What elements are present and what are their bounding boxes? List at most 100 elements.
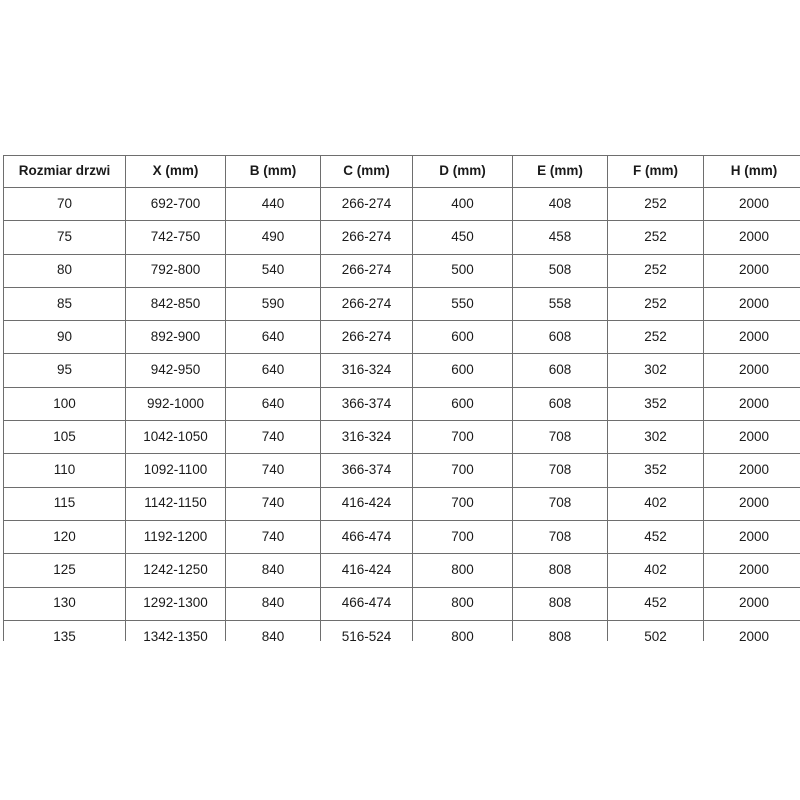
cell-x: 842-850: [125, 286, 226, 322]
cell-x: 1042-1050: [125, 420, 226, 455]
cell-c: 266-274: [320, 286, 413, 322]
table-row: 100 992-1000 640 366-374 600 608 352 200…: [3, 386, 800, 422]
cell-size: 110: [3, 453, 126, 488]
cell-size: 70: [3, 186, 126, 222]
cell-d: 600: [412, 353, 513, 388]
cell-f: 452: [607, 586, 704, 621]
cell-x: 1192-1200: [125, 519, 226, 555]
door-size-specification-table: Rozmiar drzwi X (mm) B (mm) C (mm) D (mm…: [3, 155, 800, 641]
column-header-rozmiar-drzwi: Rozmiar drzwi: [3, 155, 126, 188]
table-row: 115 1142-1150 740 416-424 700 708 402 20…: [3, 486, 800, 521]
cell-size: 135: [3, 619, 126, 641]
table-row: 120 1192-1200 740 466-474 700 708 452 20…: [3, 519, 800, 555]
table-row: 80 792-800 540 266-274 500 508 252 2000: [3, 253, 800, 288]
cell-b: 440: [225, 186, 321, 222]
cell-f: 252: [607, 320, 704, 355]
cell-b: 640: [225, 320, 321, 355]
table-row: 105 1042-1050 740 316-324 700 708 302 20…: [3, 420, 800, 455]
cell-x: 792-800: [125, 253, 226, 288]
cell-e: 608: [512, 386, 608, 422]
column-header-f: F (mm): [607, 155, 704, 188]
cell-h: 2000: [703, 519, 800, 555]
cell-c: 366-374: [320, 453, 413, 488]
table-body: 70 692-700 440 266-274 400 408 252 2000 …: [3, 186, 800, 641]
table-row: 110 1092-1100 740 366-374 700 708 352 20…: [3, 453, 800, 488]
column-header-h: H (mm): [703, 155, 800, 188]
cell-x: 692-700: [125, 186, 226, 222]
cell-size: 130: [3, 586, 126, 621]
cell-f: 402: [607, 486, 704, 521]
cell-h: 2000: [703, 253, 800, 288]
cell-d: 700: [412, 519, 513, 555]
cell-x: 892-900: [125, 320, 226, 355]
cell-c: 316-324: [320, 420, 413, 455]
cell-h: 2000: [703, 619, 800, 641]
specification-table-container: Rozmiar drzwi X (mm) B (mm) C (mm) D (mm…: [3, 155, 800, 641]
cell-c: 266-274: [320, 220, 413, 255]
column-header-b: B (mm): [225, 155, 321, 188]
cell-c: 316-324: [320, 353, 413, 388]
cell-f: 352: [607, 386, 704, 422]
cell-d: 700: [412, 420, 513, 455]
cell-d: 700: [412, 453, 513, 488]
cell-b: 640: [225, 353, 321, 388]
cell-b: 490: [225, 220, 321, 255]
cell-f: 252: [607, 186, 704, 222]
cell-size: 100: [3, 386, 126, 422]
cell-d: 800: [412, 619, 513, 641]
cell-f: 402: [607, 553, 704, 588]
cell-size: 95: [3, 353, 126, 388]
cell-e: 808: [512, 619, 608, 641]
cell-e: 708: [512, 519, 608, 555]
cell-f: 252: [607, 286, 704, 322]
cell-e: 608: [512, 320, 608, 355]
cell-e: 808: [512, 586, 608, 621]
cell-h: 2000: [703, 386, 800, 422]
cell-x: 1092-1100: [125, 453, 226, 488]
cell-d: 800: [412, 586, 513, 621]
cell-h: 2000: [703, 553, 800, 588]
cell-b: 740: [225, 519, 321, 555]
cell-h: 2000: [703, 453, 800, 488]
cell-d: 600: [412, 386, 513, 422]
cell-size: 85: [3, 286, 126, 322]
table-row: 130 1292-1300 840 466-474 800 808 452 20…: [3, 586, 800, 621]
table-row: 135 1342-1350 840 516-524 800 808 502 20…: [3, 619, 800, 641]
column-header-x: X (mm): [125, 155, 226, 188]
table-row: 125 1242-1250 840 416-424 800 808 402 20…: [3, 553, 800, 588]
cell-f: 452: [607, 519, 704, 555]
cell-e: 408: [512, 186, 608, 222]
table-row: 85 842-850 590 266-274 550 558 252 2000: [3, 286, 800, 322]
cell-h: 2000: [703, 353, 800, 388]
cell-x: 942-950: [125, 353, 226, 388]
cell-size: 105: [3, 420, 126, 455]
cell-c: 516-524: [320, 619, 413, 641]
cell-b: 540: [225, 253, 321, 288]
cell-b: 840: [225, 619, 321, 641]
table-row: 95 942-950 640 316-324 600 608 302 2000: [3, 353, 800, 388]
cell-h: 2000: [703, 586, 800, 621]
cell-h: 2000: [703, 286, 800, 322]
cell-size: 115: [3, 486, 126, 521]
table-row: 90 892-900 640 266-274 600 608 252 2000: [3, 320, 800, 355]
cell-d: 550: [412, 286, 513, 322]
cell-size: 120: [3, 519, 126, 555]
cell-h: 2000: [703, 186, 800, 222]
cell-x: 742-750: [125, 220, 226, 255]
cell-d: 700: [412, 486, 513, 521]
cell-c: 266-274: [320, 186, 413, 222]
cell-h: 2000: [703, 320, 800, 355]
cell-size: 125: [3, 553, 126, 588]
cell-e: 808: [512, 553, 608, 588]
column-header-d: D (mm): [412, 155, 513, 188]
cell-size: 75: [3, 220, 126, 255]
cell-x: 1242-1250: [125, 553, 226, 588]
cell-b: 740: [225, 420, 321, 455]
cell-x: 1142-1150: [125, 486, 226, 521]
cell-e: 608: [512, 353, 608, 388]
cell-c: 266-274: [320, 320, 413, 355]
cell-e: 458: [512, 220, 608, 255]
column-header-c: C (mm): [320, 155, 413, 188]
cell-c: 466-474: [320, 519, 413, 555]
cell-f: 302: [607, 420, 704, 455]
